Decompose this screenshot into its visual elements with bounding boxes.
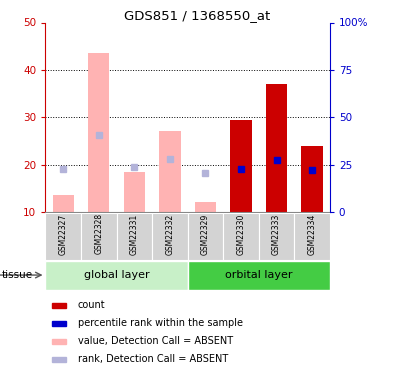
FancyBboxPatch shape (188, 261, 330, 290)
Text: rank, Detection Call = ABSENT: rank, Detection Call = ABSENT (78, 354, 228, 364)
FancyBboxPatch shape (259, 213, 294, 260)
Text: percentile rank within the sample: percentile rank within the sample (78, 318, 243, 328)
Text: GDS851 / 1368550_at: GDS851 / 1368550_at (124, 9, 271, 22)
Bar (159, 131, 181, 212)
FancyBboxPatch shape (117, 213, 152, 260)
FancyBboxPatch shape (152, 213, 188, 260)
FancyBboxPatch shape (188, 213, 223, 260)
Text: GSM22333: GSM22333 (272, 213, 281, 255)
Bar (266, 84, 287, 212)
Text: orbital layer: orbital layer (225, 270, 292, 280)
Bar (301, 146, 323, 212)
Text: count: count (78, 300, 105, 310)
FancyBboxPatch shape (223, 213, 259, 260)
FancyBboxPatch shape (81, 213, 117, 260)
Bar (52, 339, 66, 344)
Bar (124, 172, 145, 212)
Text: GSM22332: GSM22332 (166, 213, 174, 255)
FancyBboxPatch shape (45, 261, 188, 290)
Text: GSM22330: GSM22330 (237, 213, 245, 255)
Bar (195, 202, 216, 212)
Bar (53, 195, 74, 212)
Text: value, Detection Call = ABSENT: value, Detection Call = ABSENT (78, 336, 233, 346)
Bar (52, 321, 66, 326)
Bar (52, 357, 66, 362)
Bar (230, 120, 252, 212)
Text: GSM22334: GSM22334 (308, 213, 316, 255)
Bar (88, 53, 109, 212)
Text: global layer: global layer (84, 270, 149, 280)
Text: GSM22331: GSM22331 (130, 213, 139, 255)
Text: GSM22329: GSM22329 (201, 213, 210, 255)
FancyBboxPatch shape (45, 213, 81, 260)
Text: GSM22328: GSM22328 (94, 213, 103, 255)
FancyBboxPatch shape (294, 213, 330, 260)
Text: tissue: tissue (2, 270, 33, 280)
Text: GSM22327: GSM22327 (59, 213, 68, 255)
Bar (52, 303, 66, 308)
